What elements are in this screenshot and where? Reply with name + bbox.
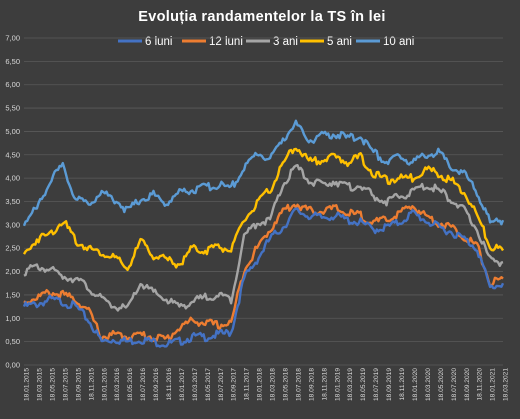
x-tick-label: 18.09.2015 (75, 368, 82, 401)
x-tick-label: 18.05.2018 (283, 368, 290, 401)
y-tick-label: 1,00 (5, 314, 20, 323)
x-tick-label: 18.03.2020 (425, 368, 432, 401)
x-tick-label: 18.01.2021 (490, 368, 497, 401)
legend: 6 luni 12 luni 3 ani 5 ani 10 ani (118, 36, 414, 48)
series-line-3-ani (23, 163, 504, 312)
legend-label: 5 ani (327, 36, 352, 48)
y-axis: 0,00 0,50 1,00 1,50 2,00 2,50 3,00 3,50 4,00 4,50… (5, 34, 20, 370)
x-tick-label: 18.11.2015 (88, 368, 95, 401)
x-tick-label: 18.07.2020 (451, 368, 458, 401)
x-tick-label: 18.07.2018 (295, 368, 302, 401)
x-tick-label: 18.11.2017 (244, 368, 251, 401)
y-tick-label: 4,50 (5, 150, 20, 159)
x-tick-label: 18.11.2019 (399, 368, 406, 401)
legend-label: 3 ani (273, 36, 298, 48)
x-tick-label: 18.01.2016 (101, 368, 108, 401)
x-tick-label: 18.05.2016 (127, 368, 134, 401)
series-line-6-luni (22, 207, 505, 348)
y-tick-label: 2,50 (5, 244, 20, 253)
x-tick-label: 18.05.2015 (49, 368, 56, 401)
y-tick-label: 0,50 (5, 337, 20, 346)
x-tick-label: 18.01.2015 (24, 368, 31, 401)
x-tick-label: 18.03.2021 (503, 368, 510, 401)
y-tick-label: 4,00 (5, 174, 20, 183)
y-tick-label: 3,00 (5, 220, 20, 229)
x-tick-label: 18.09.2016 (153, 368, 160, 401)
x-tick-label: 18.07.2019 (373, 368, 380, 401)
x-tick-label: 18.01.2017 (179, 368, 186, 401)
x-tick-label: 18.05.2017 (205, 368, 212, 401)
x-tick-label: 18.11.2018 (321, 368, 328, 401)
series-line-12-luni (23, 203, 504, 342)
x-tick-label: 18.01.2019 (334, 368, 341, 401)
x-tick-label: 18.01.2020 (412, 368, 419, 401)
y-tick-label: 1,50 (5, 290, 20, 299)
x-tick-label: 18.09.2019 (386, 368, 393, 401)
x-tick-label: 18.07.2016 (140, 368, 147, 401)
x-tick-label: 18.09.2020 (464, 368, 471, 401)
y-tick-label: 6,50 (5, 57, 20, 66)
x-tick-label: 18.11.2016 (166, 368, 173, 401)
y-tick-label: 3,50 (5, 197, 20, 206)
x-tick-label: 18.05.2020 (438, 368, 445, 401)
y-tick-label: 0,00 (5, 361, 20, 370)
y-tick-label: 6,00 (5, 80, 20, 89)
series-lines (22, 119, 505, 348)
y-tick-label: 5,00 (5, 127, 20, 136)
gridlines (24, 37, 503, 366)
series-line-5-ani (22, 147, 505, 272)
x-tick-label: 18.03.2016 (114, 368, 121, 401)
legend-label: 12 luni (209, 36, 243, 48)
y-tick-label: 7,00 (5, 34, 20, 43)
x-tick-label: 18.03.2015 (37, 368, 44, 401)
chart-title: Evoluția randamentelor la TS în lei (138, 9, 385, 25)
x-tick-label: 18.07.2017 (218, 368, 225, 401)
x-tick-label: 18.05.2019 (360, 368, 367, 401)
y-tick-label: 2,00 (5, 267, 20, 276)
legend-label: 6 luni (145, 36, 173, 48)
series-line-10-ani (22, 119, 505, 227)
x-tick-label: 18.03.2019 (347, 368, 354, 401)
x-tick-label: 18.09.2017 (231, 368, 238, 401)
x-axis: 18.01.2015 18.03.2015 18.05.2015 18.07.2015… (24, 368, 510, 401)
y-tick-label: 5,50 (5, 104, 20, 113)
legend-label: 10 ani (383, 36, 414, 48)
x-tick-label: 18.03.2018 (270, 368, 277, 401)
x-tick-label: 18.07.2015 (62, 368, 69, 401)
x-tick-label: 18.03.2017 (192, 368, 199, 401)
x-tick-label: 18.01.2018 (257, 368, 264, 401)
x-tick-label: 18.09.2018 (308, 368, 315, 401)
x-tick-label: 18.11.2020 (477, 368, 484, 401)
